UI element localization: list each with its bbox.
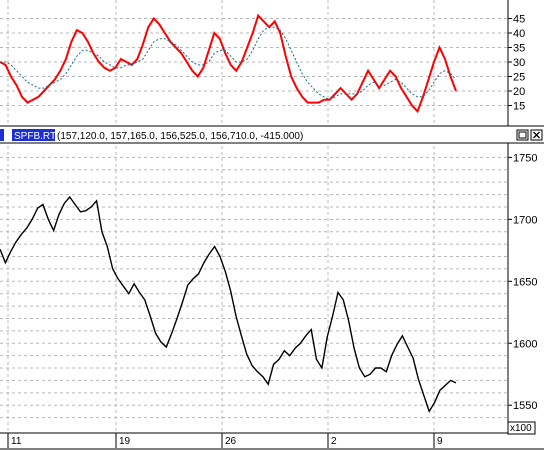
scale-badge — [507, 421, 536, 435]
x-tick-label: 9 — [437, 436, 443, 447]
title-bar — [0, 128, 544, 142]
indicator-tick-label: 30 — [513, 57, 525, 69]
symbol-badge — [12, 129, 55, 141]
indicator-line — [0, 13, 457, 114]
price-tick-label: 1600 — [513, 338, 537, 350]
x-tick-label: 2 — [331, 436, 337, 447]
price-grid — [0, 146, 508, 433]
indicator-tick-label: 20 — [513, 86, 525, 98]
price-tick-label: 1650 — [513, 276, 537, 288]
x-tick-label: 26 — [225, 436, 237, 447]
price-line — [0, 195, 457, 414]
indicator-series — [0, 13, 457, 114]
scale-label: x100 — [510, 423, 532, 434]
title-bar-handle — [0, 129, 4, 141]
price-y-ticks: 1550 1600 1650 1700 1750 — [508, 152, 537, 412]
indicator-tick-label: 15 — [513, 101, 525, 113]
close-button[interactable] — [530, 129, 543, 141]
minimize-button[interactable] — [516, 129, 529, 141]
x-tick-label: 19 — [119, 436, 131, 447]
indicator-tick-label: 45 — [513, 14, 525, 26]
indicator-signal-line — [0, 26, 457, 101]
indicator-tick-label: 40 — [513, 28, 525, 40]
close-icon — [533, 131, 540, 139]
symbol-label: SPFB.RTS — [14, 131, 63, 142]
x-tick-label: 11 — [11, 436, 22, 447]
price-series — [0, 195, 457, 414]
price-tick-label: 1550 — [513, 400, 537, 412]
ohlc-readout: (157,120.0, 157,165.0, 156,525.0, 156,71… — [57, 131, 303, 142]
price-tick-label: 1700 — [513, 214, 537, 226]
indicator-tick-label: 25 — [513, 72, 525, 84]
restore-icon — [518, 131, 527, 139]
x-axis-ticks: 11 19 26 2 9 — [7, 433, 443, 448]
indicator-y-ticks: 15 20 25 30 35 40 45 — [508, 14, 525, 113]
price-tick-label: 1750 — [513, 152, 537, 164]
indicator-tick-label: 35 — [513, 43, 525, 55]
